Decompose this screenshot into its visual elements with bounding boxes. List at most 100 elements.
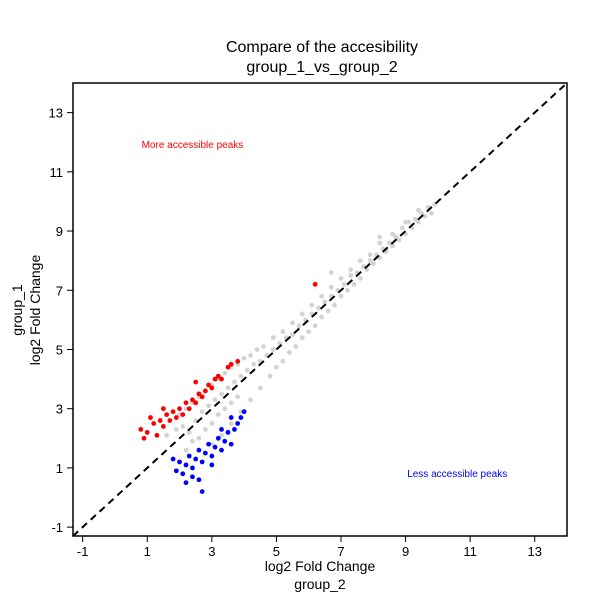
data-point-series-0 bbox=[241, 355, 247, 361]
data-point-series-2 bbox=[228, 415, 234, 420]
y-tick-label: 11 bbox=[50, 165, 64, 180]
data-point-series-2 bbox=[235, 421, 241, 426]
y-tick-label: 13 bbox=[49, 106, 63, 121]
data-point-series-0 bbox=[296, 323, 302, 329]
data-point-series-0 bbox=[348, 273, 354, 278]
y-tick-label: 9 bbox=[56, 224, 63, 239]
data-point-series-0 bbox=[403, 219, 408, 225]
data-point-series-0 bbox=[293, 344, 299, 349]
data-point-series-0 bbox=[412, 216, 418, 222]
annotation-more-accessible: More accessible peaks bbox=[142, 140, 244, 151]
data-point-series-0 bbox=[299, 335, 305, 341]
data-point-series-0 bbox=[219, 391, 224, 397]
data-point-series-2 bbox=[209, 462, 215, 468]
data-point-series-2 bbox=[232, 427, 237, 432]
data-point-series-1 bbox=[196, 391, 202, 397]
data-point-series-1 bbox=[138, 427, 144, 432]
data-point-series-1 bbox=[173, 415, 179, 420]
data-point-series-0 bbox=[290, 320, 295, 326]
data-point-series-0 bbox=[248, 352, 253, 358]
data-point-series-0 bbox=[377, 234, 383, 240]
data-point-series-2 bbox=[186, 453, 192, 459]
data-point-series-1 bbox=[206, 382, 212, 388]
data-point-series-2 bbox=[215, 435, 221, 441]
data-point-series-1 bbox=[161, 424, 166, 429]
data-point-series-0 bbox=[312, 323, 318, 329]
data-point-series-0 bbox=[228, 421, 234, 426]
data-point-series-2 bbox=[199, 459, 205, 465]
data-point-series-0 bbox=[357, 258, 363, 264]
data-point-series-1 bbox=[193, 379, 199, 385]
data-point-series-0 bbox=[202, 427, 208, 432]
data-point-series-0 bbox=[341, 281, 347, 287]
data-point-series-2 bbox=[228, 441, 234, 447]
data-point-series-2 bbox=[225, 429, 231, 435]
data-point-series-0 bbox=[390, 231, 396, 237]
plot-frame bbox=[72, 82, 568, 537]
data-point-series-1 bbox=[157, 418, 163, 423]
data-point-series-0 bbox=[196, 435, 202, 441]
data-point-series-1 bbox=[154, 432, 160, 438]
data-point-series-2 bbox=[183, 462, 189, 468]
data-point-series-1 bbox=[199, 394, 205, 400]
data-point-series-0 bbox=[396, 237, 402, 243]
data-point-series-1 bbox=[235, 358, 241, 364]
data-point-series-0 bbox=[222, 406, 228, 412]
data-point-series-1 bbox=[161, 406, 166, 412]
data-point-series-0 bbox=[254, 347, 260, 352]
data-point-series-0 bbox=[209, 421, 215, 426]
data-point-series-1 bbox=[180, 412, 186, 418]
data-point-series-0 bbox=[235, 394, 241, 400]
data-point-series-0 bbox=[238, 373, 244, 379]
data-point-series-2 bbox=[206, 441, 212, 447]
data-point-series-2 bbox=[196, 447, 202, 453]
data-point-series-2 bbox=[183, 480, 189, 486]
chart-subtitle: group_1_vs_group_2 bbox=[246, 59, 397, 76]
x-tick-label: 5 bbox=[273, 544, 280, 559]
data-point-series-0 bbox=[387, 240, 392, 246]
data-point-series-0 bbox=[199, 409, 205, 415]
data-point-series-1 bbox=[151, 421, 157, 426]
points-layer bbox=[138, 201, 438, 494]
data-point-series-0 bbox=[315, 305, 321, 311]
data-point-series-1 bbox=[170, 409, 176, 415]
data-point-series-0 bbox=[267, 373, 273, 379]
data-point-series-0 bbox=[322, 299, 328, 305]
data-point-series-0 bbox=[422, 213, 428, 219]
data-point-series-0 bbox=[164, 432, 170, 438]
data-point-series-0 bbox=[309, 302, 315, 308]
data-point-series-0 bbox=[274, 364, 279, 370]
data-point-series-0 bbox=[270, 347, 276, 352]
x-axis-group-label: group_2 bbox=[294, 576, 346, 592]
data-point-series-0 bbox=[348, 267, 354, 272]
data-point-series-0 bbox=[212, 397, 218, 403]
data-point-series-2 bbox=[199, 489, 205, 494]
data-point-series-2 bbox=[222, 438, 228, 444]
data-point-series-1 bbox=[215, 373, 221, 379]
data-point-series-0 bbox=[257, 385, 263, 391]
data-point-series-0 bbox=[419, 210, 425, 216]
data-point-series-2 bbox=[173, 468, 179, 474]
data-point-series-0 bbox=[183, 447, 189, 453]
data-point-series-0 bbox=[351, 281, 357, 287]
data-point-series-0 bbox=[286, 350, 292, 355]
data-point-series-0 bbox=[206, 403, 212, 409]
data-point-series-0 bbox=[428, 210, 434, 216]
x-tick-label: 13 bbox=[527, 544, 541, 559]
y-tick-label: 5 bbox=[56, 342, 63, 357]
data-point-series-0 bbox=[248, 397, 253, 403]
x-tick-label: 9 bbox=[402, 544, 409, 559]
data-point-series-0 bbox=[325, 308, 331, 314]
data-point-series-0 bbox=[280, 329, 286, 335]
data-point-series-0 bbox=[345, 287, 350, 293]
data-point-series-0 bbox=[299, 311, 305, 317]
y-tick-label: 1 bbox=[56, 461, 63, 476]
data-point-series-0 bbox=[319, 314, 325, 320]
x-tick-label: -1 bbox=[77, 544, 89, 559]
data-point-series-0 bbox=[370, 261, 376, 267]
data-point-series-1 bbox=[164, 412, 170, 418]
data-point-series-2 bbox=[180, 471, 186, 477]
data-point-series-0 bbox=[306, 329, 312, 335]
data-point-series-0 bbox=[190, 438, 195, 444]
